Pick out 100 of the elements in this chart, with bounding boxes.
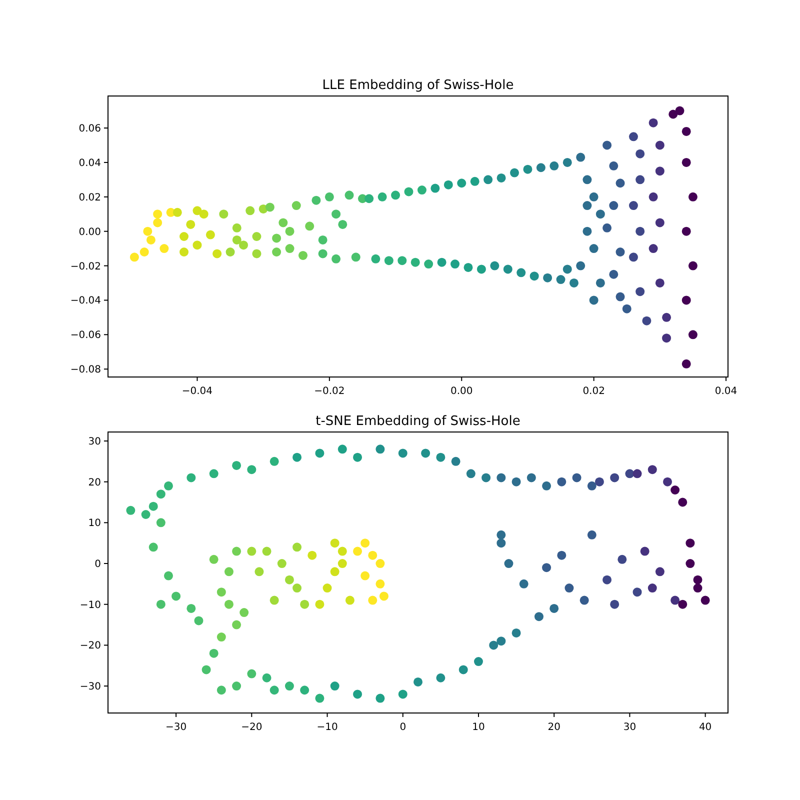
point xyxy=(602,223,612,232)
point xyxy=(398,690,408,699)
point xyxy=(542,481,552,490)
point xyxy=(589,244,598,254)
point xyxy=(648,118,658,128)
point xyxy=(216,686,226,695)
point xyxy=(655,567,664,576)
point xyxy=(625,469,634,478)
point xyxy=(414,677,422,686)
point xyxy=(496,173,506,182)
point xyxy=(315,600,324,609)
point xyxy=(582,201,592,210)
point xyxy=(344,190,354,200)
point xyxy=(232,235,242,244)
point xyxy=(212,249,222,258)
chart-title: LLE Embedding of Swiss-Hole xyxy=(322,78,514,93)
point xyxy=(682,226,691,236)
point xyxy=(216,588,226,597)
point xyxy=(421,448,430,458)
point xyxy=(562,158,572,167)
point xyxy=(376,579,385,588)
point xyxy=(576,261,586,270)
point xyxy=(192,240,202,250)
point xyxy=(436,673,446,682)
point xyxy=(232,682,242,691)
point xyxy=(292,542,302,552)
point xyxy=(148,502,158,511)
point xyxy=(662,334,672,343)
x-tick-label: −0.02 xyxy=(314,386,345,397)
point xyxy=(232,546,242,556)
x-tick-label: 30 xyxy=(623,722,636,733)
x-tick-label: 20 xyxy=(548,722,560,733)
point xyxy=(682,126,691,136)
point xyxy=(636,226,645,236)
point xyxy=(596,278,605,288)
point xyxy=(232,460,242,470)
point xyxy=(458,665,468,674)
point xyxy=(278,218,288,228)
point xyxy=(368,550,378,560)
point xyxy=(450,260,460,269)
point xyxy=(504,559,514,568)
y-tick-label: −30 xyxy=(80,682,101,693)
x-tick-label: −10 xyxy=(316,722,338,733)
y-tick-label: 0.04 xyxy=(78,158,101,169)
point xyxy=(364,194,374,204)
point xyxy=(232,620,242,630)
point xyxy=(312,196,321,205)
point xyxy=(496,636,506,646)
point xyxy=(216,632,226,642)
point xyxy=(330,682,340,691)
y-tick-label: −20 xyxy=(80,640,101,652)
point xyxy=(209,469,218,478)
point xyxy=(510,168,520,178)
point xyxy=(345,596,354,605)
point xyxy=(636,149,645,158)
point xyxy=(582,175,592,184)
point xyxy=(642,316,652,326)
point xyxy=(628,132,638,142)
point xyxy=(338,546,347,556)
point xyxy=(262,546,272,556)
point xyxy=(512,628,521,638)
point xyxy=(146,235,156,244)
point xyxy=(655,278,664,288)
point xyxy=(556,275,566,284)
point xyxy=(557,477,566,486)
point xyxy=(688,192,698,202)
point xyxy=(496,473,506,482)
point xyxy=(384,256,394,266)
y-tick-label: 0.00 xyxy=(78,226,101,238)
point xyxy=(523,164,532,174)
point xyxy=(232,223,242,232)
point xyxy=(648,244,658,254)
point xyxy=(628,252,638,262)
point xyxy=(557,550,566,560)
point xyxy=(655,140,664,150)
point xyxy=(496,530,506,540)
point xyxy=(569,278,578,288)
point xyxy=(202,665,211,674)
point xyxy=(688,261,698,270)
point xyxy=(682,158,691,167)
point xyxy=(582,226,592,236)
point xyxy=(512,477,521,486)
point xyxy=(682,359,691,368)
x-tick-label: 10 xyxy=(472,722,485,733)
point xyxy=(668,110,678,119)
x-tick-label: 40 xyxy=(698,722,712,733)
point xyxy=(338,444,347,454)
point xyxy=(496,538,506,548)
point xyxy=(648,192,658,202)
point xyxy=(153,218,162,228)
point xyxy=(655,166,664,176)
y-tick-label: 0.02 xyxy=(78,192,101,204)
point xyxy=(678,498,688,507)
y-tick-label: 10 xyxy=(88,518,101,530)
point xyxy=(224,567,234,576)
point xyxy=(376,559,385,568)
point xyxy=(636,287,645,296)
point xyxy=(476,264,486,274)
point xyxy=(437,258,446,267)
point xyxy=(670,485,680,494)
